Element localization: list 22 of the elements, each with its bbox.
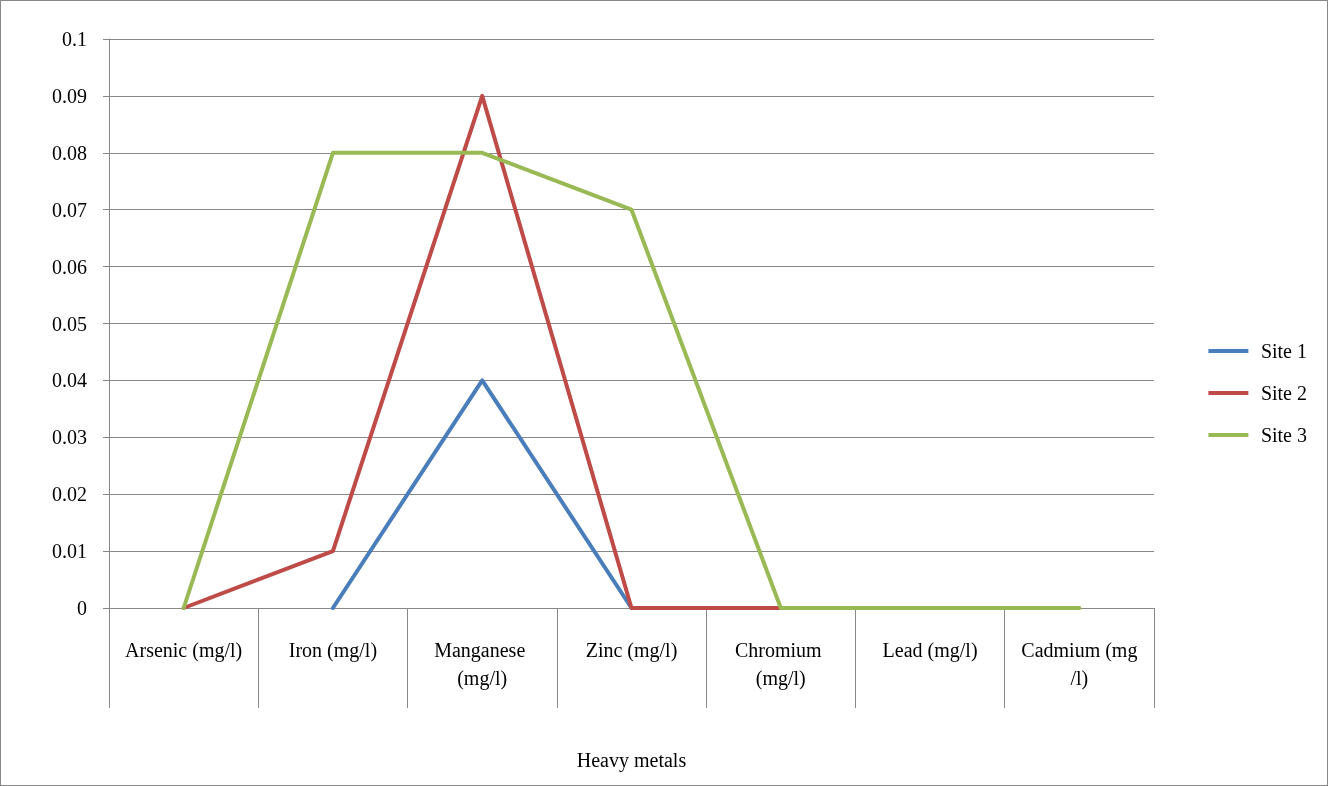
x-tick-label: Cadmium (mg/l) (1021, 639, 1138, 690)
y-tick-label: 0.07 (52, 198, 87, 221)
y-tick-label: 0.03 (52, 426, 87, 449)
x-tick-label: Chromium (mg/l) (734, 639, 827, 690)
x-axis-title: Heavy metals (576, 749, 687, 772)
x-tick-label: Zinc (mg/l) (585, 639, 678, 662)
y-tick-label: 0.06 (52, 255, 87, 278)
y-tick-label: 0.1 (62, 28, 87, 50)
y-tick-label: 0.02 (52, 483, 87, 506)
y-tick-label: 0.09 (52, 84, 87, 107)
y-tick-label: 0.05 (52, 312, 87, 335)
legend-label: Site 2 (1260, 382, 1308, 404)
x-tick-label: Lead (mg/l) (882, 639, 978, 662)
x-tick-label: Arsenic (mg/l) (125, 639, 243, 662)
x-tick-label: Manganese (mg/l) (434, 639, 531, 690)
legend-label: Site 3 (1260, 424, 1308, 446)
y-tick-label: 0.04 (52, 369, 87, 392)
x-tick-label: Iron (mg/l) (288, 639, 378, 662)
y-tick-label: 0.01 (52, 540, 87, 563)
y-tick-label: 0.08 (52, 141, 87, 164)
y-tick-label: 0 (77, 597, 87, 619)
legend-label: Site 1 (1260, 340, 1308, 362)
